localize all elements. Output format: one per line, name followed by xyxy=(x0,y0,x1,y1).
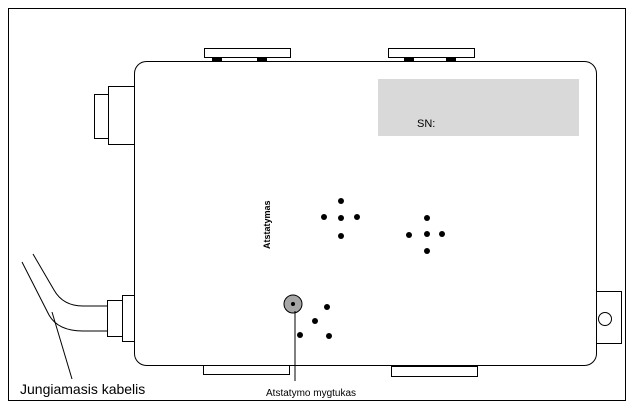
reset-button-label: Atstatymo mygtukas xyxy=(266,388,356,399)
indicator-dots-right xyxy=(406,215,445,254)
sn-panel xyxy=(378,79,579,136)
reset-button xyxy=(283,294,303,314)
sn-label: SN: xyxy=(417,118,435,130)
bottom-mount-tab-right xyxy=(391,366,478,377)
mount-hole xyxy=(598,312,612,326)
reset-label: Atstatymas xyxy=(262,200,272,249)
top-mount-tab-left xyxy=(204,48,291,61)
top-mount-tab-right xyxy=(388,48,475,61)
cable-gland xyxy=(107,295,136,342)
device-body xyxy=(134,61,597,366)
cable-leader xyxy=(51,311,73,380)
cable-label: Jungiamasis kabelis xyxy=(20,381,145,397)
connection-cable xyxy=(21,253,108,332)
indicator-dots-left xyxy=(321,198,360,239)
side-connector xyxy=(94,86,135,145)
outer-frame xyxy=(8,8,626,401)
indicator-dots-bottom xyxy=(297,304,332,339)
